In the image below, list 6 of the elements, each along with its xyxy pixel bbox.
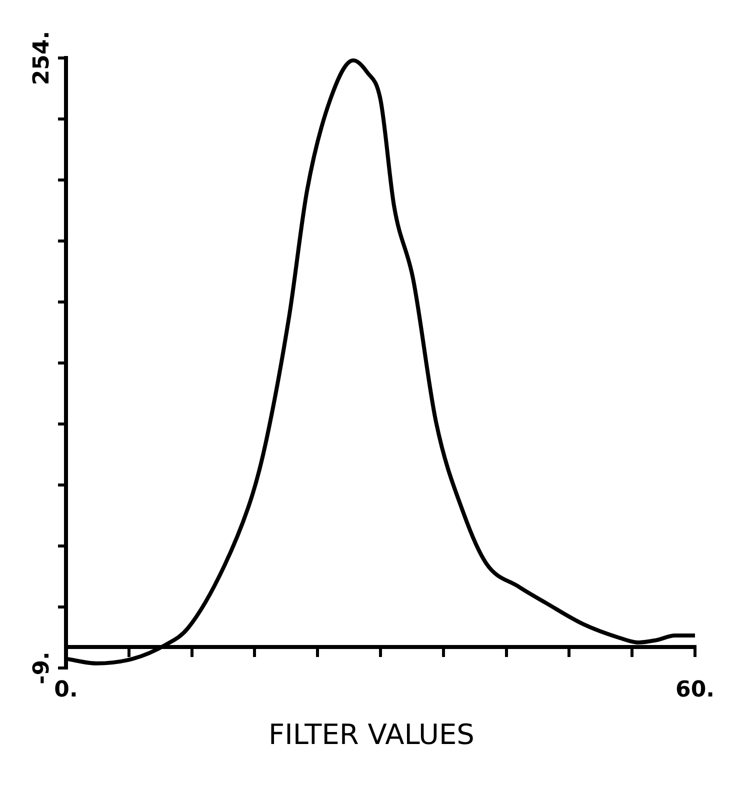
x-tick-label: 0. — [54, 678, 78, 703]
line-series — [66, 58, 695, 666]
x-tick-label: 60. — [676, 678, 714, 703]
y-tick-label: 254. — [30, 30, 55, 86]
y-tick-label: -9. — [30, 652, 55, 684]
x-axis-title: FILTER VALUES — [268, 718, 476, 751]
